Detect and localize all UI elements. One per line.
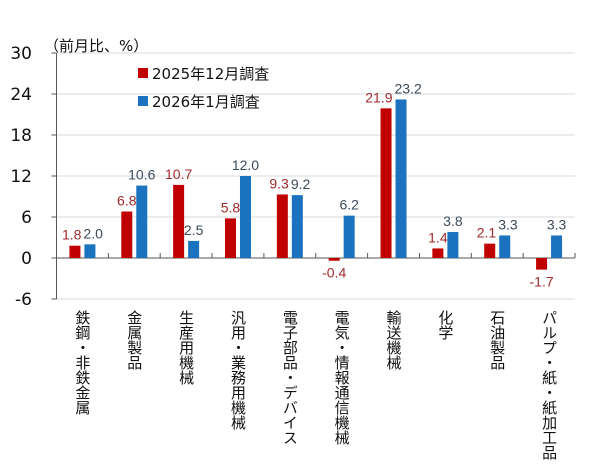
data-label: 2.1 xyxy=(477,225,497,241)
category-label: 金属製品 xyxy=(125,310,143,370)
category-label: 化学 xyxy=(436,310,454,340)
category-labels: 鉄鋼・非鉄金属 金属製品 生産用機械 汎用・業務用機械 電子部品・デバイス 電気・情報通信… xyxy=(73,310,558,460)
unit-label: （前月比、%） xyxy=(44,37,148,55)
data-label: 5.8 xyxy=(221,199,241,215)
bar xyxy=(224,218,236,258)
bar xyxy=(395,99,407,258)
legend: 2025年12月調査 2026年1月調査 xyxy=(138,65,269,111)
category-label: 石油製品 xyxy=(488,310,506,370)
data-label: -0.4 xyxy=(322,265,346,281)
bar xyxy=(291,195,303,258)
category-label: 電気・情報通信機械 xyxy=(333,310,351,445)
bar xyxy=(536,258,548,270)
legend-swatch-2026-01 xyxy=(138,96,148,106)
data-label: 23.2 xyxy=(395,80,422,96)
y-tick-label: 30 xyxy=(10,44,32,64)
data-label: 6.2 xyxy=(339,197,359,213)
bar xyxy=(447,232,459,258)
data-label: 10.6 xyxy=(128,167,155,183)
bar xyxy=(239,176,251,258)
data-label: 6.8 xyxy=(117,193,137,209)
bar xyxy=(136,185,148,258)
data-label: 21.9 xyxy=(365,89,392,105)
category-label: 鉄鋼・非鉄金属 xyxy=(73,310,91,415)
y-tick-label: 12 xyxy=(10,167,32,187)
category-label: 電子部品・デバイス xyxy=(281,310,299,445)
data-label: -1.7 xyxy=(530,274,554,290)
data-label: 3.8 xyxy=(443,213,463,229)
bar xyxy=(328,258,340,261)
legend-label-2026-01: 2026年1月調査 xyxy=(152,93,260,111)
category-label: 輸送機械 xyxy=(385,310,403,370)
legend-label-2025-12: 2025年12月調査 xyxy=(152,65,269,83)
bar xyxy=(484,243,496,258)
y-tick-label: 0 xyxy=(21,249,32,269)
y-tick-label: 24 xyxy=(10,85,32,105)
category-label: 生産用機械 xyxy=(177,310,195,385)
category-label: 汎用・業務用機械 xyxy=(229,310,247,430)
bar xyxy=(173,184,185,258)
bar xyxy=(69,245,81,258)
bar xyxy=(188,240,200,258)
data-label: 1.4 xyxy=(428,229,448,245)
y-tick-label: 6 xyxy=(21,208,32,228)
bar xyxy=(84,244,96,258)
bar xyxy=(551,235,563,258)
y-tick-label: 18 xyxy=(10,126,32,146)
category-label: パルプ・紙・紙加工品 xyxy=(540,310,558,460)
y-tick-label: -6 xyxy=(15,290,32,310)
bar xyxy=(121,211,133,258)
data-labels: 1.8 2.0 6.8 10.6 10.7 2.5 5.8 12.0 9.3 9.2 -0.4 6.2… xyxy=(62,80,567,289)
data-label: 2.5 xyxy=(184,222,204,238)
data-label: 10.7 xyxy=(165,166,192,182)
data-label: 9.2 xyxy=(291,176,311,192)
bar xyxy=(276,194,288,258)
data-label: 2.0 xyxy=(83,225,103,241)
bar xyxy=(432,248,444,258)
data-label: 1.8 xyxy=(62,227,82,243)
data-label: 9.3 xyxy=(269,175,289,191)
bar xyxy=(499,235,511,258)
bar xyxy=(380,108,392,258)
legend-swatch-2025-12 xyxy=(138,68,148,78)
data-label: 12.0 xyxy=(232,157,259,173)
bars xyxy=(69,99,563,270)
data-label: 3.3 xyxy=(498,216,518,232)
data-label: 3.3 xyxy=(547,216,567,232)
bar xyxy=(343,215,355,258)
